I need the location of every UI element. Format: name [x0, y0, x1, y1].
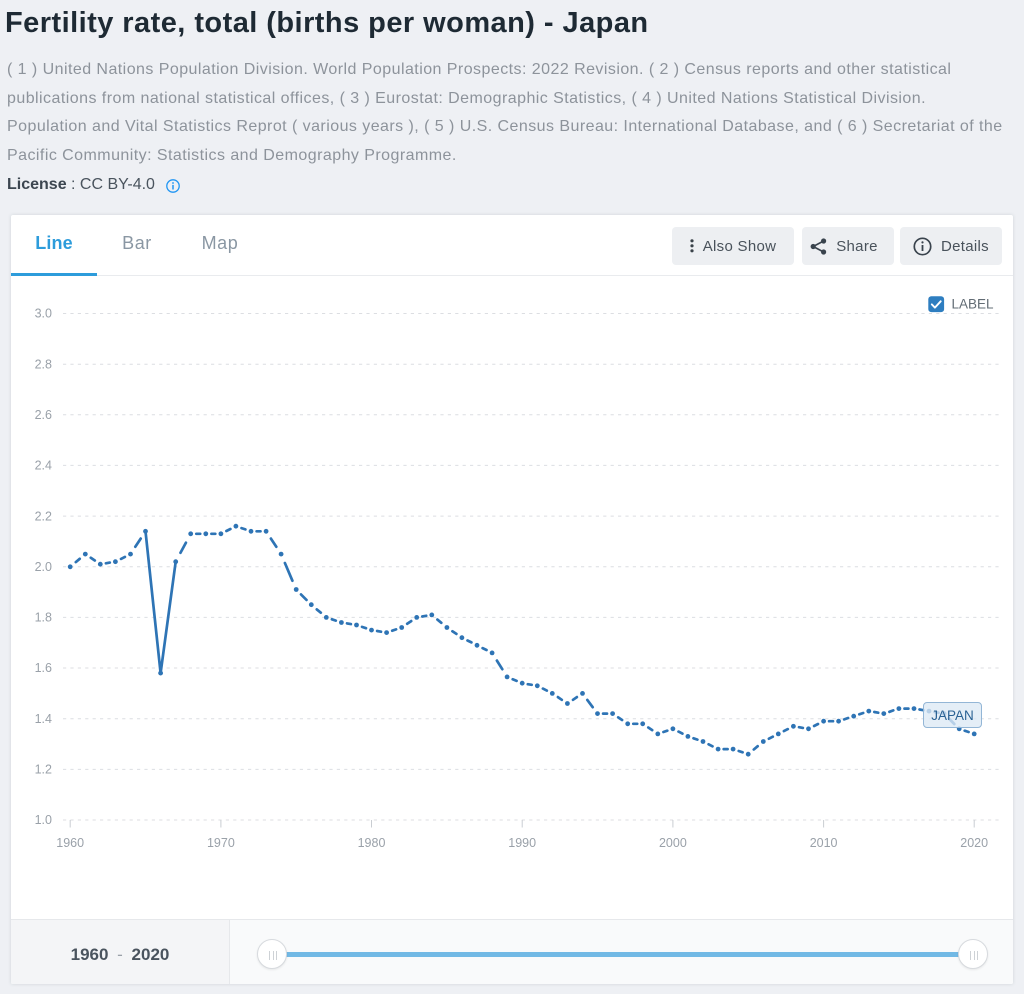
svg-text:LABEL: LABEL: [952, 296, 995, 311]
svg-text:1980: 1980: [358, 836, 386, 850]
svg-text:1.2: 1.2: [35, 763, 52, 777]
svg-text:3.0: 3.0: [35, 307, 52, 321]
svg-text:2000: 2000: [659, 836, 687, 850]
svg-text:2.2: 2.2: [35, 509, 52, 523]
svg-text:2.4: 2.4: [35, 459, 52, 473]
svg-text:1.8: 1.8: [35, 611, 52, 625]
svg-text:2.0: 2.0: [35, 560, 52, 574]
svg-text:JAPAN: JAPAN: [931, 708, 974, 723]
svg-text:1.4: 1.4: [35, 712, 52, 726]
svg-text:1990: 1990: [508, 836, 536, 850]
svg-text:2020: 2020: [960, 836, 988, 850]
svg-text:2.6: 2.6: [35, 408, 52, 422]
svg-text:1970: 1970: [207, 836, 235, 850]
svg-text:1960: 1960: [56, 836, 84, 850]
svg-text:2010: 2010: [810, 836, 838, 850]
svg-text:1.0: 1.0: [35, 813, 52, 827]
svg-text:2.8: 2.8: [35, 357, 52, 371]
svg-text:1.6: 1.6: [35, 661, 52, 675]
